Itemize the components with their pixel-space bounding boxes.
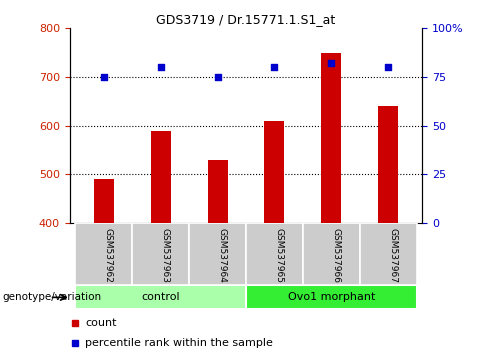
Bar xyxy=(132,223,189,285)
Point xyxy=(271,64,278,70)
Title: GDS3719 / Dr.15771.1.S1_at: GDS3719 / Dr.15771.1.S1_at xyxy=(156,13,336,26)
Point xyxy=(327,61,335,66)
Text: genotype/variation: genotype/variation xyxy=(2,292,102,302)
Bar xyxy=(75,285,246,309)
Bar xyxy=(360,223,417,285)
Bar xyxy=(94,179,114,223)
Text: GSM537962: GSM537962 xyxy=(104,228,113,283)
Text: control: control xyxy=(141,292,180,302)
Point xyxy=(100,74,108,80)
Text: GSM537967: GSM537967 xyxy=(388,228,397,283)
Bar xyxy=(246,223,303,285)
Bar xyxy=(322,53,341,223)
Bar xyxy=(378,106,398,223)
Bar xyxy=(75,223,132,285)
Text: count: count xyxy=(85,318,117,328)
Text: GSM537963: GSM537963 xyxy=(161,228,169,283)
Text: GSM537964: GSM537964 xyxy=(217,228,227,283)
Point xyxy=(384,64,392,70)
Bar xyxy=(303,223,360,285)
Point xyxy=(157,64,165,70)
Text: GSM537966: GSM537966 xyxy=(331,228,340,283)
Text: GSM537965: GSM537965 xyxy=(275,228,284,283)
Bar xyxy=(189,223,246,285)
Text: percentile rank within the sample: percentile rank within the sample xyxy=(85,338,273,348)
Bar xyxy=(207,160,228,223)
Bar xyxy=(151,131,170,223)
Text: Ovo1 morphant: Ovo1 morphant xyxy=(288,292,375,302)
Bar xyxy=(264,121,285,223)
Bar xyxy=(246,285,417,309)
Point xyxy=(214,74,221,80)
